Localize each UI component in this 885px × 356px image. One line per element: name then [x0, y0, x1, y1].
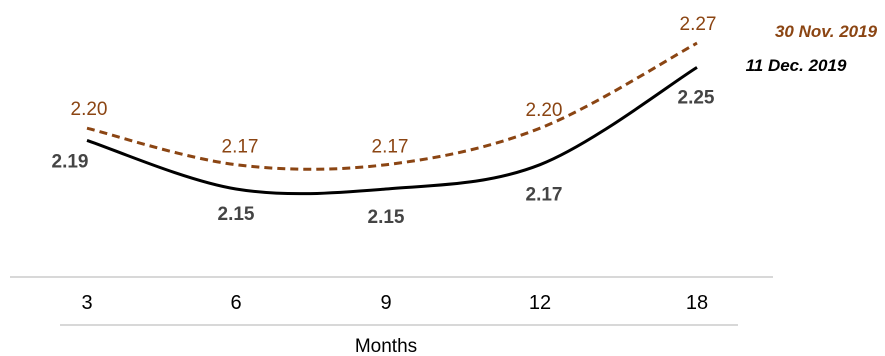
data-label-series-1-point-1: 2.20 [71, 99, 108, 120]
series-line-2 [86, 66, 698, 196]
series-line-1 [86, 41, 698, 171]
data-label-series-2-point-3: 2.15 [368, 207, 405, 228]
x-tick-label-2: 6 [230, 292, 241, 314]
legend-series-1: 30 Nov. 2019 [775, 22, 878, 41]
data-label-series-2-point-1: 2.19 [52, 151, 89, 172]
x-tick-label-5: 18 [686, 292, 708, 314]
data-label-series-2-point-5: 2.25 [678, 87, 715, 108]
data-label-series-2-point-4: 2.17 [526, 185, 563, 206]
legend-series-2: 11 Dec. 2019 [746, 56, 847, 75]
data-label-series-1-point-2: 2.17 [222, 137, 259, 158]
data-label-series-1-point-4: 2.20 [526, 100, 563, 121]
data-label-series-1-point-5: 2.27 [680, 14, 717, 35]
data-label-series-1-point-3: 2.17 [372, 137, 409, 158]
x-axis-label: Months [355, 336, 417, 356]
x-tick-label-3: 9 [380, 292, 391, 314]
x-tick-label-4: 12 [529, 292, 551, 314]
x-tick-label-1: 3 [81, 292, 92, 314]
data-label-series-2-point-2: 2.15 [218, 204, 255, 225]
